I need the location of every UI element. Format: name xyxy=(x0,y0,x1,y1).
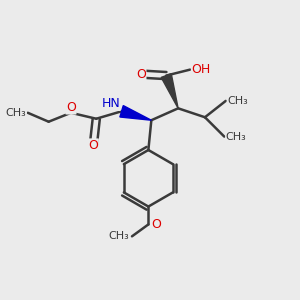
Text: CH₃: CH₃ xyxy=(226,132,247,142)
Polygon shape xyxy=(161,74,178,108)
Text: CH₃: CH₃ xyxy=(6,108,26,118)
Text: HN: HN xyxy=(101,98,120,110)
Text: O: O xyxy=(136,68,146,81)
Text: CH₃: CH₃ xyxy=(108,231,129,241)
Polygon shape xyxy=(120,106,151,120)
Text: O: O xyxy=(88,139,98,152)
Text: CH₃: CH₃ xyxy=(227,96,248,106)
Text: O: O xyxy=(66,101,76,114)
Text: O: O xyxy=(151,218,161,231)
Text: OH: OH xyxy=(191,63,211,76)
